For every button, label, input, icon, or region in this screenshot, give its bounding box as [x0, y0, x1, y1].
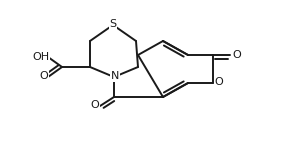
Text: O: O — [215, 77, 223, 87]
Text: O: O — [91, 100, 99, 110]
Text: O: O — [233, 50, 241, 60]
Text: S: S — [110, 19, 116, 29]
Text: O: O — [40, 71, 48, 81]
Text: OH: OH — [33, 52, 50, 62]
Text: N: N — [111, 71, 119, 81]
